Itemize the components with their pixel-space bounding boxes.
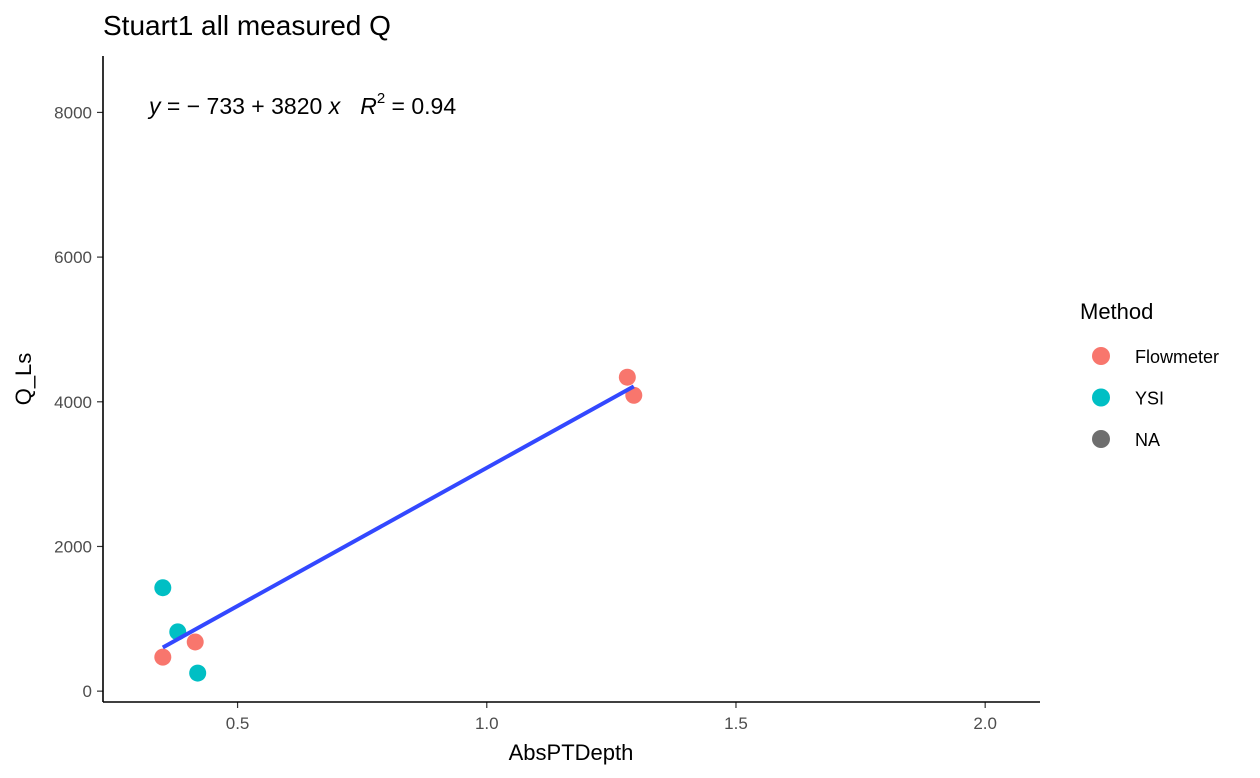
x-axis-title: AbsPTDepth: [509, 740, 634, 765]
x-tick-label: 1.5: [724, 714, 748, 733]
equation-r-superscript: 2: [377, 90, 385, 107]
regression-equation: y = − 733 + 3820 x R2 = 0.94: [147, 90, 456, 119]
legend-label-na: NA: [1135, 430, 1160, 450]
y-tick-label: 0: [83, 682, 92, 701]
fit-line-group: [161, 384, 635, 650]
data-point-ysi: [189, 664, 207, 682]
legend-title: Method: [1080, 299, 1153, 324]
y-tick-label: 2000: [54, 537, 92, 556]
legend-label-ysi: YSI: [1135, 389, 1164, 409]
chart-title: Stuart1 all measured Q: [103, 10, 391, 41]
equation-r2-value: = 0.94: [385, 93, 456, 119]
x-tick-label: 0.5: [226, 714, 250, 733]
data-points: [154, 368, 643, 682]
fit-line: [161, 384, 635, 650]
data-point-flowmeter: [625, 386, 643, 404]
data-point-flowmeter: [618, 368, 636, 386]
legend-marker-na: [1092, 430, 1110, 448]
y-tick-label: 6000: [54, 248, 92, 267]
legend-marker-ysi: [1092, 388, 1110, 407]
legend: Method Flowmeter YSI NA: [1080, 299, 1219, 450]
legend-label-flowmeter: Flowmeter: [1135, 347, 1219, 367]
equation-x-symbol: x: [328, 93, 342, 119]
data-point-flowmeter: [154, 648, 172, 666]
x-tick-label: 2.0: [973, 714, 997, 733]
y-tick-label: 8000: [54, 103, 92, 122]
legend-marker-flowmeter: [1092, 347, 1110, 365]
y-axis-title: Q_Ls: [11, 353, 36, 406]
equation-coefficients: = − 733 + 3820: [161, 93, 329, 119]
x-tick-label: 1.0: [475, 714, 499, 733]
equation-r-symbol: R: [360, 93, 377, 119]
data-point-ysi: [154, 579, 172, 597]
x-axis-ticks: 0.5 1.0 1.5 2.0: [226, 702, 997, 733]
y-tick-label: 4000: [54, 393, 92, 412]
y-axis-ticks: 0 2000 4000 6000 8000: [54, 103, 103, 701]
data-point-flowmeter: [186, 633, 204, 651]
equation-y-symbol: y: [147, 93, 162, 119]
